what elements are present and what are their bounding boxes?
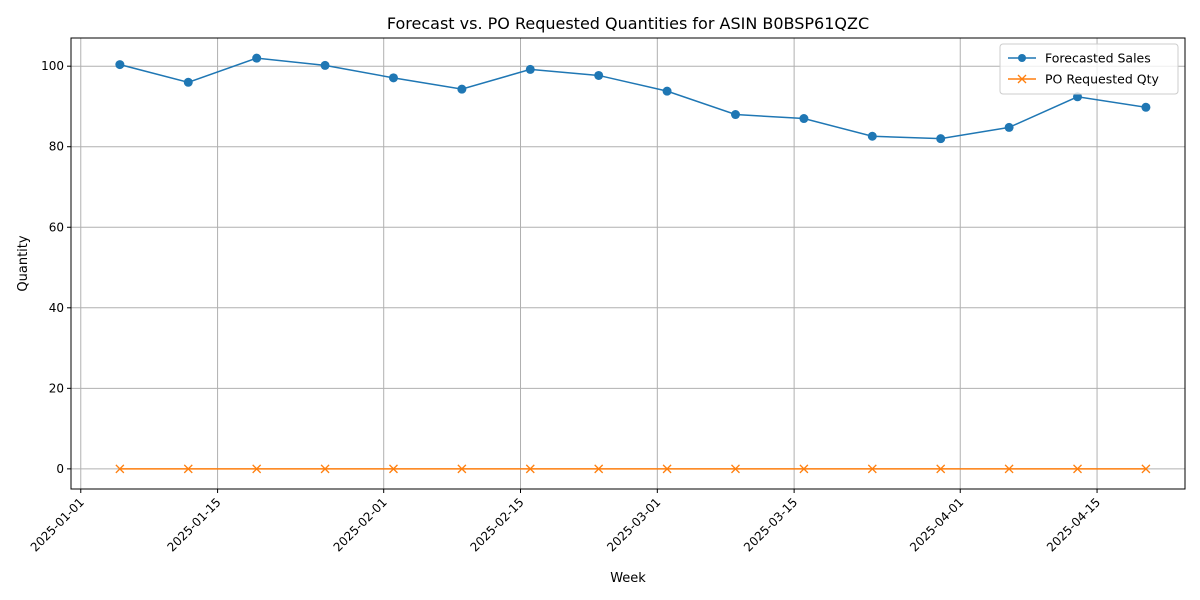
- x-marker-stroke: [1017, 74, 1027, 84]
- y-tick-label: 100: [41, 59, 64, 73]
- forecast-point: [320, 60, 330, 70]
- y-tick-label: 80: [49, 140, 64, 154]
- x-marker-stroke: [115, 464, 125, 474]
- forecast-point: [867, 131, 877, 141]
- legend-marker-forecast: [1018, 54, 1026, 62]
- x-marker-stroke: [731, 464, 740, 474]
- x-marker-stroke: [320, 464, 330, 474]
- chart-title: Forecast vs. PO Requested Quantities for…: [387, 14, 869, 33]
- forecast-point: [799, 114, 809, 124]
- po-point: [457, 464, 467, 474]
- po-point: [799, 464, 809, 474]
- legend-label-forecast: Forecasted Sales: [1045, 51, 1151, 66]
- po-point: [525, 464, 535, 474]
- forecast-point: [662, 86, 672, 96]
- forecast-point: [1073, 92, 1083, 102]
- x-marker-stroke: [594, 464, 604, 474]
- po-point: [1073, 464, 1082, 474]
- x-marker-stroke: [799, 464, 809, 474]
- plot-frame: [70, 37, 1186, 490]
- po-point: [867, 464, 877, 474]
- forecast-point: [183, 77, 193, 87]
- po-point: [936, 464, 946, 474]
- x-marker-stroke: [389, 464, 398, 474]
- x-marker-stroke: [1073, 464, 1082, 474]
- po-point: [731, 464, 740, 474]
- y-tick-label: 40: [49, 301, 64, 315]
- series-line-forecast: [119, 57, 1147, 140]
- x-marker-stroke: [936, 464, 946, 474]
- x-marker-stroke: [1004, 464, 1014, 474]
- po-point: [320, 464, 330, 474]
- legend-x-glyph: [1017, 74, 1027, 84]
- forecast-point: [1004, 122, 1014, 132]
- po-point: [183, 464, 193, 474]
- x-marker-stroke: [867, 464, 877, 474]
- x-marker-stroke: [662, 464, 672, 474]
- x-marker-stroke: [252, 464, 262, 474]
- legend: Forecasted Sales PO Requested Qty: [999, 43, 1179, 95]
- series-layer: [115, 53, 1151, 474]
- forecast-point: [115, 60, 125, 70]
- y-tick-label: 0: [56, 462, 64, 476]
- forecast-point: [525, 64, 535, 74]
- x-marker-stroke: [525, 464, 535, 474]
- x-marker-stroke: [1141, 464, 1151, 474]
- po-point: [1141, 464, 1151, 474]
- forecast-point: [388, 73, 398, 83]
- po-point: [389, 464, 398, 474]
- po-point: [1004, 464, 1014, 474]
- x-axis-label: Week: [610, 571, 646, 586]
- forecast-point: [594, 70, 604, 80]
- forecast-point: [1141, 102, 1151, 112]
- forecast-point: [730, 110, 740, 120]
- legend-label-po: PO Requested Qty: [1045, 72, 1159, 87]
- forecast-point: [457, 84, 467, 94]
- x-marker-stroke: [183, 464, 193, 474]
- po-point: [252, 464, 262, 474]
- y-axis-label: Quantity: [16, 235, 31, 291]
- po-point: [115, 464, 125, 474]
- y-tick-label: 20: [49, 381, 64, 395]
- po-point: [594, 464, 604, 474]
- forecast-point: [252, 53, 262, 63]
- x-marker-stroke: [457, 464, 467, 474]
- po-point: [662, 464, 672, 474]
- legend-box: [999, 43, 1179, 95]
- forecast-point: [936, 134, 946, 144]
- y-tick-label: 60: [49, 220, 64, 234]
- legend-marker-po: [1017, 74, 1027, 84]
